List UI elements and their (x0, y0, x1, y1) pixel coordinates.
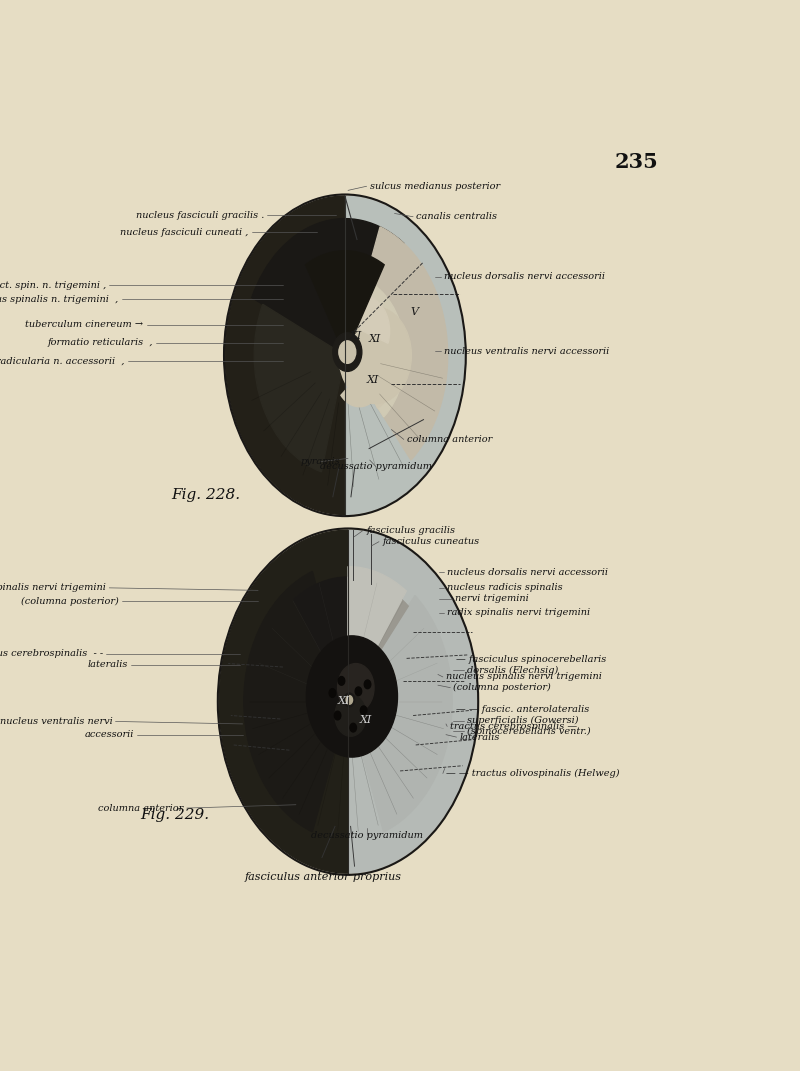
Text: radix spinalis nervi trigemini: radix spinalis nervi trigemini (447, 608, 590, 617)
Text: fasciculus anterior proprius: fasciculus anterior proprius (245, 872, 402, 883)
Text: V: V (410, 306, 418, 317)
Text: XI: XI (366, 375, 379, 386)
Circle shape (350, 723, 357, 731)
Text: (columna posterior): (columna posterior) (454, 683, 551, 692)
Text: decussatio pyramidum: decussatio pyramidum (320, 462, 432, 471)
Circle shape (333, 333, 362, 372)
Circle shape (338, 677, 345, 685)
Text: 235: 235 (614, 151, 658, 171)
Wedge shape (345, 280, 406, 417)
Circle shape (360, 706, 367, 714)
Circle shape (364, 680, 370, 689)
Text: canalis centralis: canalis centralis (416, 212, 498, 222)
Text: pyramis: pyramis (300, 457, 340, 466)
Wedge shape (348, 530, 477, 873)
Wedge shape (354, 302, 401, 408)
Text: XI: XI (350, 331, 362, 342)
Text: (spinocerebellaris ventr.): (spinocerebellaris ventr.) (467, 727, 590, 736)
Text: nervi trigemini: nervi trigemini (454, 594, 528, 603)
Circle shape (334, 711, 341, 720)
Circle shape (329, 689, 336, 697)
Circle shape (339, 341, 356, 363)
Text: accessorii: accessorii (85, 730, 134, 739)
Text: tractus cerebrospinalis  - -: tractus cerebrospinalis - - (0, 649, 103, 659)
Wedge shape (337, 719, 386, 754)
Text: nucleus dorsalis nervi accessorii: nucleus dorsalis nervi accessorii (447, 568, 608, 576)
Text: nucleus ventralis nervi accessorii: nucleus ventralis nervi accessorii (444, 347, 610, 356)
Text: nucleus tract. spin. n. trigemini ,: nucleus tract. spin. n. trigemini , (0, 281, 106, 290)
Text: dorsalis (Flechsig): dorsalis (Flechsig) (467, 666, 558, 675)
Text: — — fascic. anterolateralis: — — fascic. anterolateralis (457, 706, 590, 714)
Wedge shape (345, 227, 448, 461)
Text: XI: XI (338, 696, 350, 706)
Text: tuberculum cinereum →: tuberculum cinereum → (26, 320, 143, 329)
Text: XI: XI (359, 714, 371, 725)
Wedge shape (294, 577, 402, 702)
Circle shape (218, 528, 478, 875)
Wedge shape (254, 304, 345, 472)
Text: lateralis: lateralis (459, 733, 500, 741)
Text: fila radicularia n. accessorii  ,: fila radicularia n. accessorii , (0, 357, 125, 365)
Text: nucleus spinalis nervi trigemini: nucleus spinalis nervi trigemini (446, 673, 602, 681)
Text: fasciculus cuneatus: fasciculus cuneatus (382, 538, 479, 546)
Text: nucleus spinalis nervi trigemini: nucleus spinalis nervi trigemini (0, 584, 106, 592)
Text: nucleus ventralis nervi: nucleus ventralis nervi (0, 716, 112, 726)
Text: columna anterior: columna anterior (98, 803, 184, 813)
Text: tractus cerebrospinalis —: tractus cerebrospinalis — (450, 722, 578, 730)
Wedge shape (219, 530, 348, 873)
Wedge shape (244, 572, 348, 832)
Text: tractus spinalis n. trigemini  ,: tractus spinalis n. trigemini , (0, 295, 118, 304)
Circle shape (355, 687, 362, 695)
Circle shape (224, 195, 466, 516)
Text: XI: XI (369, 334, 382, 344)
Circle shape (339, 307, 411, 404)
Text: — fasciculus spinocerebellaris: — fasciculus spinocerebellaris (457, 655, 606, 664)
Wedge shape (342, 296, 390, 344)
Text: nucleus fasciculi cuneati ,: nucleus fasciculi cuneati , (121, 228, 249, 237)
Wedge shape (348, 567, 406, 702)
Text: superficialis (Gowersi): superficialis (Gowersi) (467, 716, 578, 725)
Text: Fig. 228.: Fig. 228. (171, 488, 241, 502)
Text: columna anterior: columna anterior (407, 435, 492, 443)
Wedge shape (345, 196, 465, 514)
Text: nucleus fasciculi gracilis .: nucleus fasciculi gracilis . (136, 211, 264, 220)
Text: — — tractus olivospinalis (Helweg): — — tractus olivospinalis (Helweg) (446, 769, 619, 778)
Text: nucleus radicis spinalis: nucleus radicis spinalis (447, 584, 563, 592)
Text: nucleus dorsalis nervi accessorii: nucleus dorsalis nervi accessorii (444, 272, 605, 282)
Text: (columna posterior): (columna posterior) (21, 597, 118, 605)
Circle shape (306, 636, 398, 757)
Circle shape (344, 693, 354, 707)
Wedge shape (252, 218, 404, 356)
Text: fasciculus gracilis: fasciculus gracilis (366, 526, 456, 534)
Text: formatio reticularis  ,: formatio reticularis , (47, 338, 153, 347)
Circle shape (335, 695, 366, 736)
Wedge shape (349, 650, 396, 716)
Wedge shape (348, 577, 408, 702)
Text: decussatio pyramidum: decussatio pyramidum (310, 831, 422, 840)
Text: sulcus medianus posterior: sulcus medianus posterior (370, 182, 500, 191)
Text: Fig. 229.: Fig. 229. (140, 808, 210, 821)
Circle shape (338, 664, 374, 712)
Wedge shape (341, 375, 382, 407)
Wedge shape (348, 595, 452, 832)
Text: lateralis: lateralis (87, 660, 128, 669)
Wedge shape (226, 196, 345, 514)
Circle shape (346, 695, 353, 705)
Wedge shape (306, 251, 384, 356)
